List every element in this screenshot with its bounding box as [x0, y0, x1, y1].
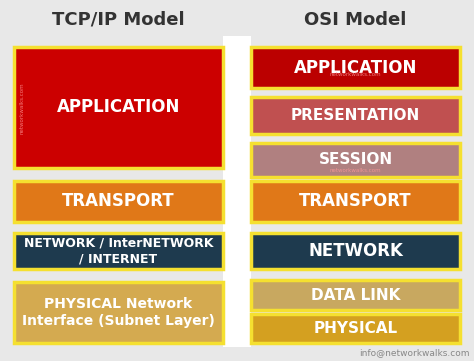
- Bar: [223, 36, 251, 347]
- Text: APPLICATION: APPLICATION: [57, 99, 180, 116]
- Bar: [251, 180, 460, 222]
- Bar: [251, 47, 460, 88]
- Text: networkwalks.com: networkwalks.com: [20, 82, 25, 134]
- Text: OSI Model: OSI Model: [304, 11, 407, 29]
- Text: PHYSICAL Network
Interface (Subnet Layer): PHYSICAL Network Interface (Subnet Layer…: [22, 297, 215, 328]
- Text: networkwalks.com: networkwalks.com: [330, 72, 381, 77]
- Bar: [251, 97, 460, 134]
- Text: APPLICATION: APPLICATION: [294, 59, 417, 77]
- Text: PRESENTATION: PRESENTATION: [291, 108, 420, 123]
- Text: PHYSICAL: PHYSICAL: [313, 321, 398, 336]
- Bar: [14, 47, 223, 168]
- Text: info@networkwalks.com: info@networkwalks.com: [359, 348, 469, 357]
- Bar: [251, 280, 460, 310]
- Text: TRANSPORT: TRANSPORT: [62, 192, 175, 210]
- Text: NETWORK / InterNETWORK
/ INTERNET: NETWORK / InterNETWORK / INTERNET: [24, 236, 213, 265]
- Text: networkwalks.com: networkwalks.com: [330, 168, 381, 173]
- Bar: [251, 233, 460, 269]
- Bar: [14, 282, 223, 343]
- Bar: [14, 233, 223, 269]
- Text: TCP/IP Model: TCP/IP Model: [52, 11, 185, 29]
- Text: TRANSPORT: TRANSPORT: [299, 192, 412, 210]
- Text: NETWORK: NETWORK: [308, 242, 403, 260]
- Bar: [251, 314, 460, 343]
- Text: DATA LINK: DATA LINK: [311, 288, 400, 303]
- Text: SESSION: SESSION: [319, 152, 392, 167]
- Bar: [14, 180, 223, 222]
- Bar: [251, 143, 460, 177]
